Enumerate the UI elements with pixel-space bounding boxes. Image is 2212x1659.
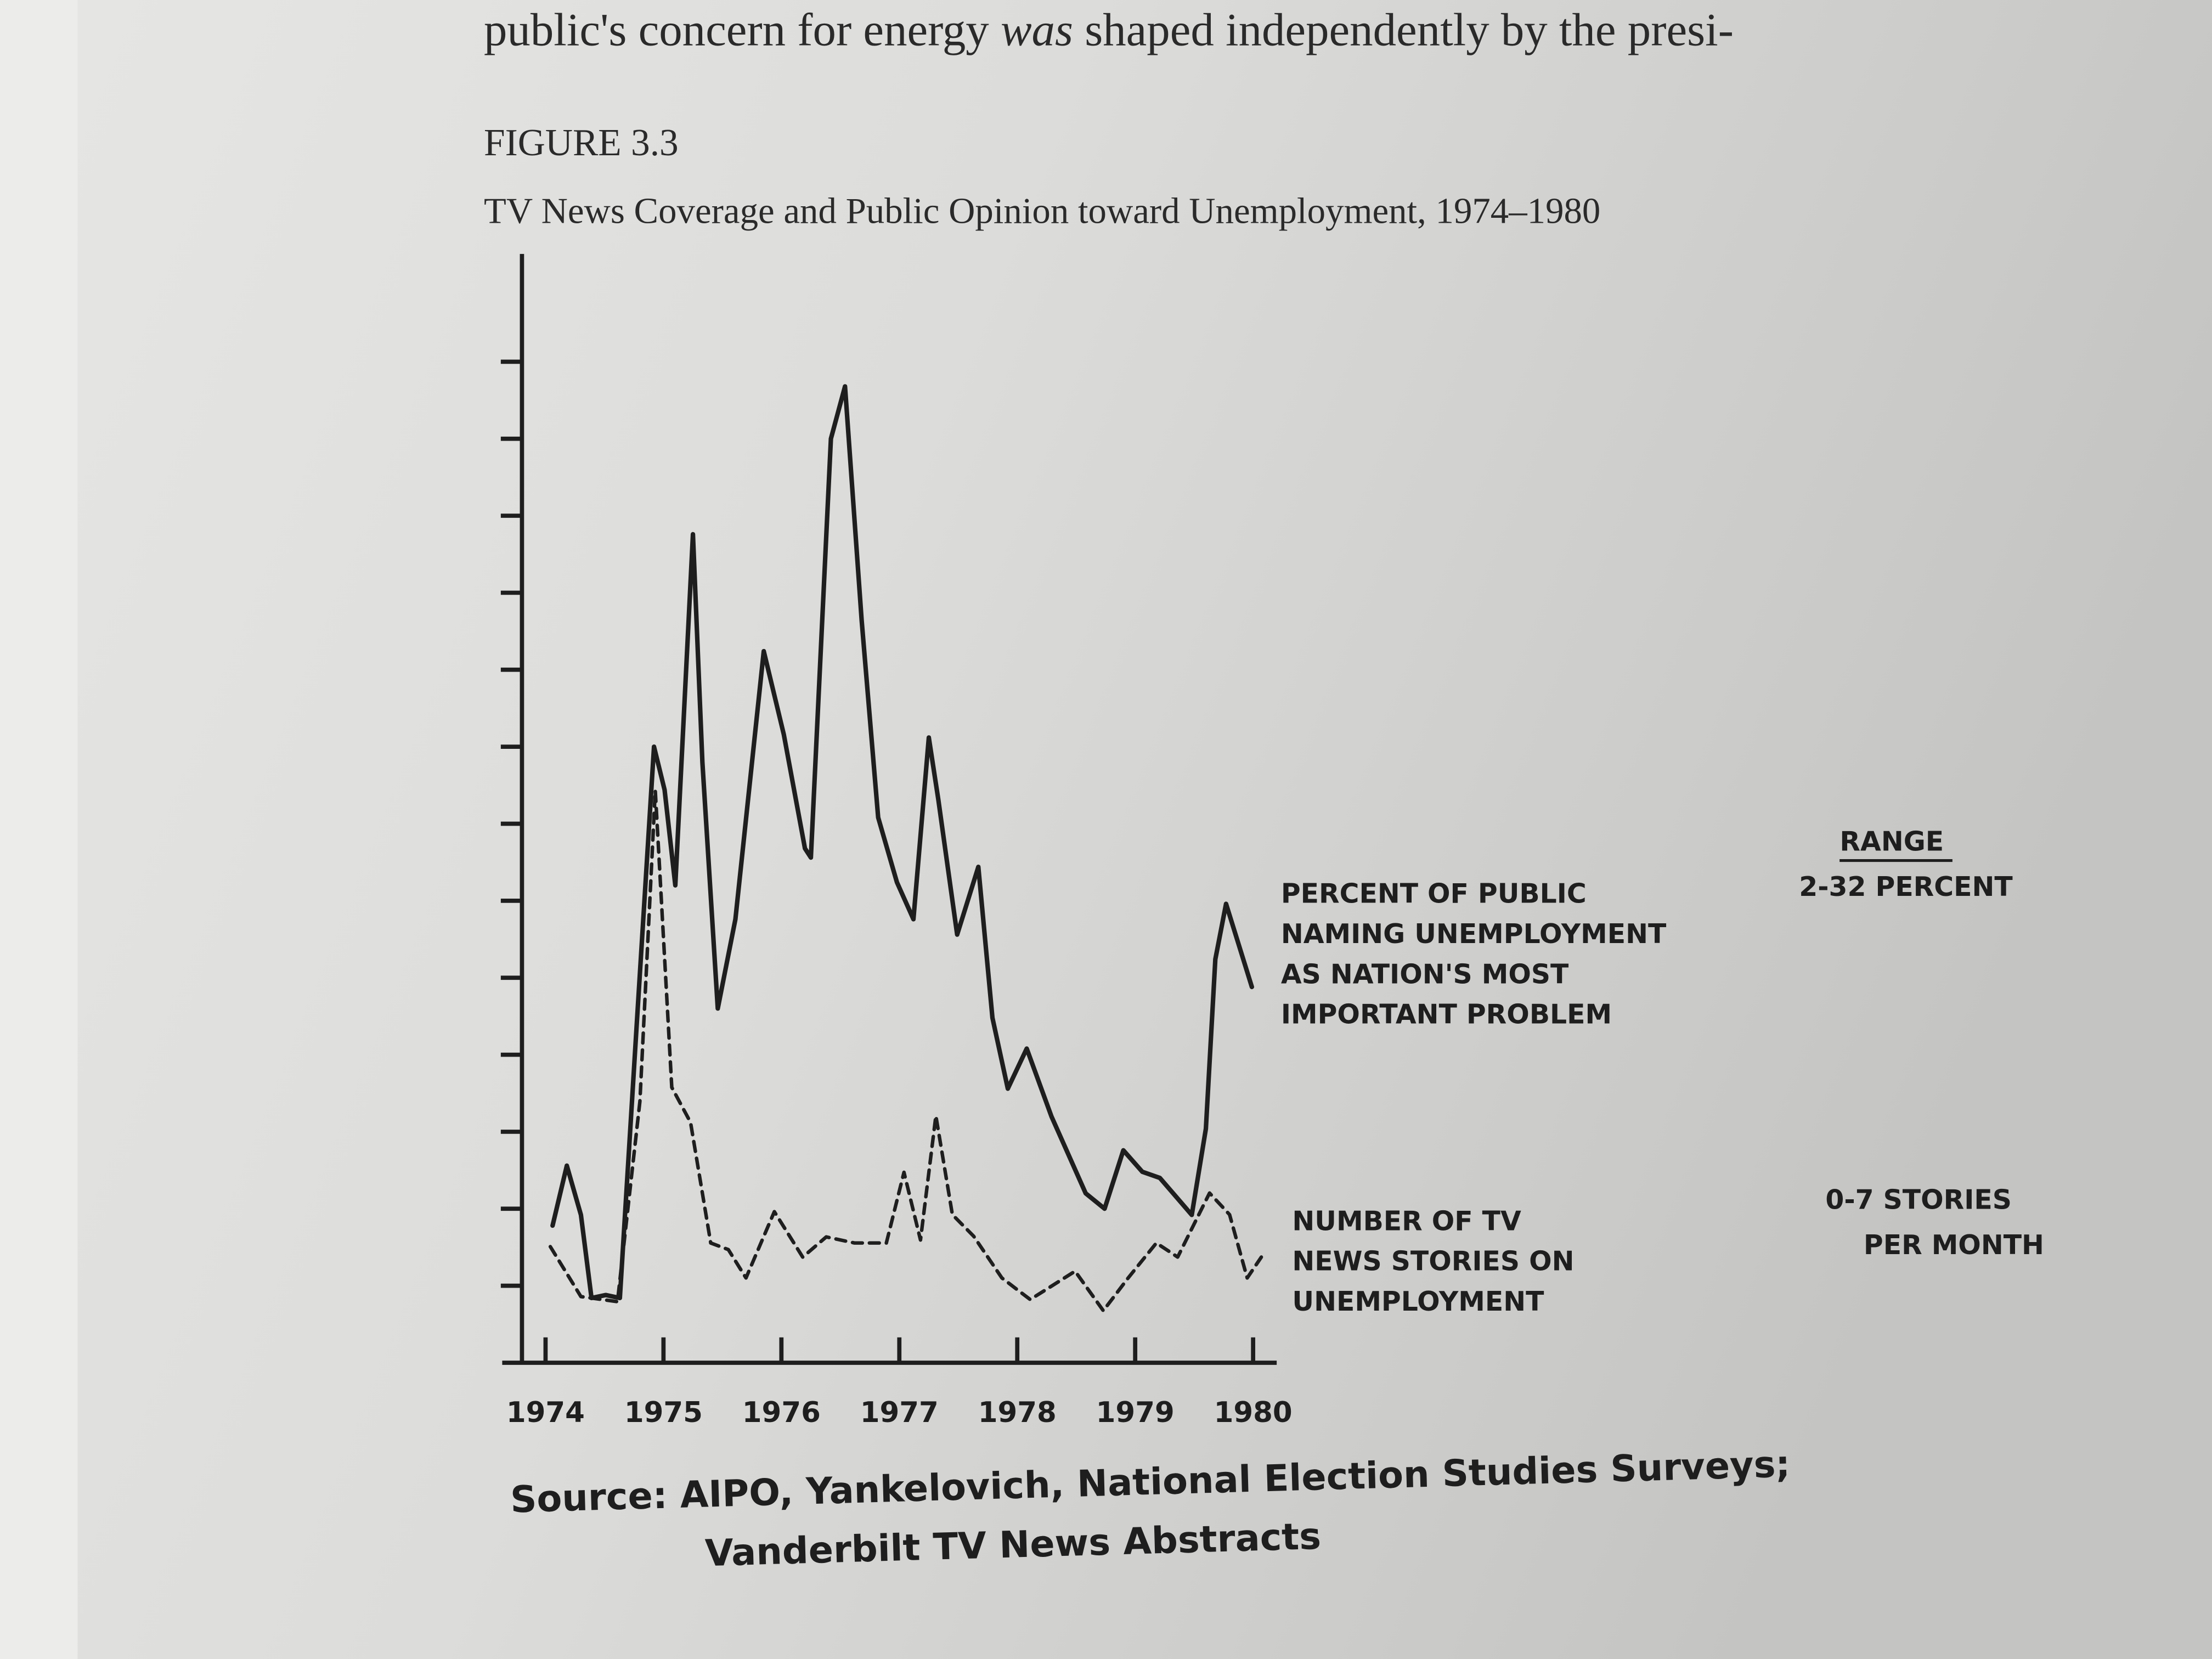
chart-title: TV News Coverage and Public Opinion towa… [484,190,1600,231]
series-line [548,788,1263,1313]
range-label: 2-32 PERCENT [1799,871,2013,902]
text-segment: shaped independently by the presi- [1073,4,1734,55]
body-text: public's concern for energy was shaped i… [484,4,1734,55]
range-label: RANGE [1839,826,1944,857]
series-label: UNEMPLOYMENT [1292,1286,1544,1317]
range-label: 0-7 STORIES [1825,1184,2012,1216]
text-segment: was [1001,4,1073,55]
x-tick-label: 1979 [1096,1396,1175,1429]
page-edges [0,0,78,1659]
series-label: IMPORTANT PROBLEM [1281,999,1612,1030]
series-label: PERCENT OF PUBLIC [1281,878,1587,910]
series-line [550,384,1255,1301]
x-tick-label: 1975 [624,1396,703,1429]
series-label: AS NATION'S MOST [1281,958,1569,990]
x-tick-label: 1980 [1214,1396,1293,1429]
x-tick-label: 1977 [860,1396,939,1429]
series-label: NAMING UNEMPLOYMENT [1281,918,1667,950]
series-label: NEWS STORIES ON [1292,1246,1574,1277]
text-segment: public's concern for energy [484,4,1001,55]
range-label: PER MONTH [1864,1229,2044,1261]
x-tick-label: 1974 [506,1396,585,1429]
series-label: NUMBER OF TV [1292,1205,1521,1237]
x-tick-label: 1976 [742,1396,821,1429]
figure-label: FIGURE 3.3 [484,122,679,164]
x-tick-label: 1978 [978,1396,1057,1429]
